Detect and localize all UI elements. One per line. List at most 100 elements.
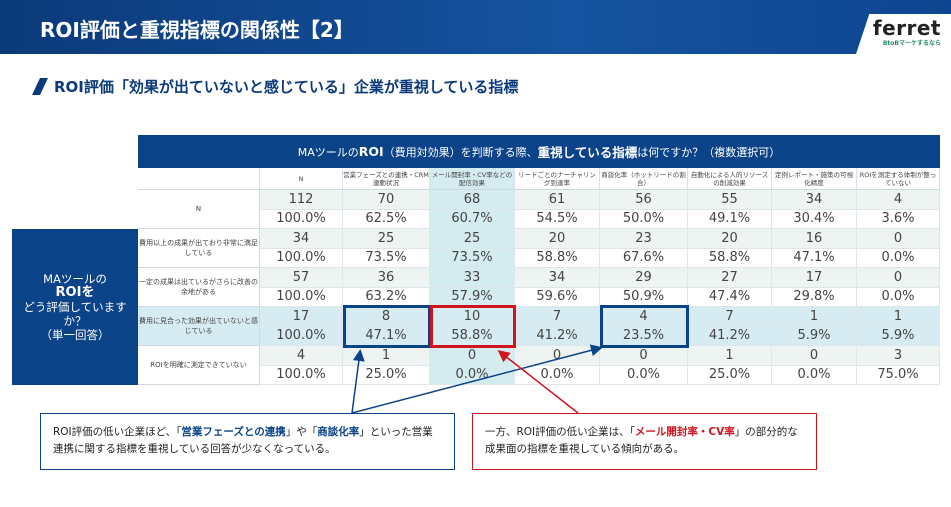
q-roi: ROI — [358, 144, 384, 159]
q-post: は何ですか？（複数選択可） — [637, 145, 781, 159]
count-cell: 23 — [600, 229, 688, 249]
callout-left: ROI評価の低い企業ほど、「営業フェーズとの連携」や「商談化率」といった営業連携… — [40, 413, 455, 470]
count-cell: 34 — [260, 229, 343, 249]
cl-b2: 商談化率 — [317, 426, 360, 438]
percent-cell: 3.6% — [857, 209, 940, 229]
percent-cell: 47.1% — [772, 248, 857, 268]
col-header: リードごとのナーチャリング到達率 — [515, 168, 600, 190]
cr-t1: 一方、ROI評価の低い企業は、「 — [485, 426, 635, 438]
subtitle-text: ROI評価「効果が出ていないと感じている」企業が重視している指標 — [54, 78, 519, 96]
count-cell: 25 — [343, 229, 430, 249]
percent-cell: 75.0% — [857, 365, 940, 385]
count-cell: 33 — [430, 268, 515, 288]
col-header: 営業フェーズとの連携・CRM連動状況 — [343, 168, 430, 190]
percent-cell: 59.6% — [515, 287, 600, 307]
count-cell: 29 — [600, 268, 688, 288]
count-cell: 56 — [600, 190, 688, 210]
count-cell: 0 — [430, 346, 515, 366]
percent-cell: 100.0% — [260, 287, 343, 307]
count-cell: 68 — [430, 190, 515, 210]
percent-cell: 23.5% — [600, 326, 688, 346]
percent-cell: 62.5% — [343, 209, 430, 229]
percent-cell: 58.8% — [515, 248, 600, 268]
count-cell: 25 — [430, 229, 515, 249]
count-cell: 0 — [857, 268, 940, 288]
count-cell: 10 — [430, 307, 515, 327]
logo-area — [856, 14, 951, 54]
cr-t2: 」の部分的な成果面の指標を重視している傾向がある。 — [485, 426, 798, 455]
row-group-label: MAツールの ROIを どう評価していますか？ （単一回答） — [12, 229, 138, 385]
percent-cell: 25.0% — [343, 365, 430, 385]
percent-cell: 73.5% — [430, 248, 515, 268]
section-subtitle: ROI評価「効果が出ていないと感じている」企業が重視している指標 — [32, 76, 519, 97]
percent-cell: 50.0% — [600, 209, 688, 229]
col-header: メール開封率・CV率などの配信効果 — [430, 168, 515, 190]
count-cell: 0 — [600, 346, 688, 366]
count-cell: 17 — [260, 307, 343, 327]
percent-cell: 58.8% — [688, 248, 772, 268]
percent-cell: 30.4% — [772, 209, 857, 229]
percent-cell: 100.0% — [260, 326, 343, 346]
cl-t3: 」といった営業連携に関する指標を重視している回答が少なくなっている。 — [53, 426, 433, 455]
percent-cell: 73.5% — [343, 248, 430, 268]
percent-cell: 49.1% — [688, 209, 772, 229]
question-header: MAツールの ROI （費用対効果）を判断する際、 重視している指標 は何ですか？（複数… — [138, 135, 940, 168]
q-mid: （費用対効果）を判断する際、 — [383, 145, 538, 159]
logo-text: ferret — [872, 16, 941, 40]
col-header: N — [260, 168, 343, 190]
row-label: 費用に見合った効果が出ていないと感じている — [138, 307, 260, 346]
logo-subtext: BtoBマーケするなら — [882, 40, 941, 47]
percent-cell: 0.0% — [857, 287, 940, 307]
arrow-to-crm — [351, 349, 365, 414]
percent-cell: 54.5% — [515, 209, 600, 229]
percent-cell: 5.9% — [857, 326, 940, 346]
percent-cell: 0.0% — [857, 248, 940, 268]
callout-right: 一方、ROI評価の低い企業は、「メール開封率・CV率」の部分的な成果面の指標を重… — [472, 413, 817, 470]
count-cell: 34 — [772, 190, 857, 210]
count-cell: 4 — [857, 190, 940, 210]
left-l2: ROIを — [55, 285, 95, 300]
cl-t2: 」や「 — [285, 426, 318, 438]
count-cell: 7 — [688, 307, 772, 327]
percent-cell: 100.0% — [260, 365, 343, 385]
left-l3: どう評価していますか？ — [23, 300, 127, 328]
col-header: 自動化による人的リソースの削減効果 — [688, 168, 772, 190]
percent-cell: 100.0% — [260, 209, 343, 229]
count-cell: 16 — [772, 229, 857, 249]
percent-cell: 5.9% — [772, 326, 857, 346]
percent-cell: 41.2% — [688, 326, 772, 346]
percent-cell: 0.0% — [430, 365, 515, 385]
count-cell: 70 — [343, 190, 430, 210]
page-title: ROI評価と重視指標の関係性【2】 — [40, 18, 354, 42]
count-cell: 20 — [688, 229, 772, 249]
cl-b1: 営業フェーズとの連携 — [181, 426, 286, 438]
percent-cell: 41.2% — [515, 326, 600, 346]
arrow-to-mail — [497, 350, 579, 414]
cr-b1: メール開封率・CV率 — [634, 426, 735, 438]
header-bar: ROI評価と重視指標の関係性【2】 ferret BtoBマーケするなら — [0, 0, 951, 54]
percent-cell: 100.0% — [260, 248, 343, 268]
percent-cell: 67.6% — [600, 248, 688, 268]
row-label: N — [138, 190, 260, 229]
cl-t1: ROI評価の低い企業ほど、「 — [53, 426, 182, 438]
percent-cell: 25.0% — [688, 365, 772, 385]
count-cell: 7 — [515, 307, 600, 327]
left-l1: MAツールの — [43, 272, 107, 286]
percent-cell: 0.0% — [772, 365, 857, 385]
count-cell: 17 — [772, 268, 857, 288]
col-header: 定例レポート・施策の可視化精度 — [772, 168, 857, 190]
count-cell: 55 — [688, 190, 772, 210]
row-label: 費用以上の成果が出ており非常に満足している — [138, 229, 260, 268]
col-header: 商談化率（ホットリードの割合） — [600, 168, 688, 190]
count-cell: 3 — [857, 346, 940, 366]
q-bold: 重視している指標 — [537, 145, 638, 160]
count-cell: 61 — [515, 190, 600, 210]
count-cell: 20 — [515, 229, 600, 249]
left-l4: （単一回答） — [40, 328, 110, 342]
count-cell: 1 — [857, 307, 940, 327]
percent-cell: 0.0% — [600, 365, 688, 385]
q-pre: MAツールの — [297, 145, 359, 159]
row-label: 一定の成果は出ているがさらに改善の余地がある — [138, 268, 260, 307]
percent-cell: 60.7% — [430, 209, 515, 229]
